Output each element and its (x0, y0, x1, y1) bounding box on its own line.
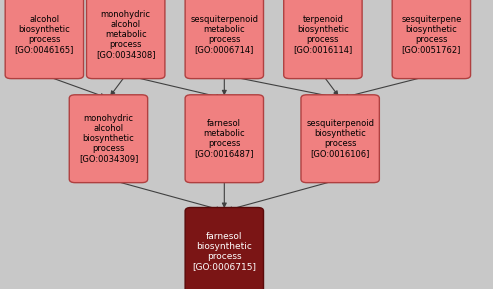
Text: farnesol
metabolic
process
[GO:0016487]: farnesol metabolic process [GO:0016487] (195, 119, 254, 158)
FancyBboxPatch shape (185, 0, 263, 79)
Text: sesquiterpene
biosynthetic
process
[GO:0051762]: sesquiterpene biosynthetic process [GO:0… (401, 15, 461, 54)
FancyBboxPatch shape (185, 95, 263, 183)
Text: terpenoid
biosynthetic
process
[GO:0016114]: terpenoid biosynthetic process [GO:00161… (293, 15, 352, 54)
FancyBboxPatch shape (69, 95, 148, 183)
FancyBboxPatch shape (185, 208, 263, 289)
Text: sesquiterpenoid
biosynthetic
process
[GO:0016106]: sesquiterpenoid biosynthetic process [GO… (306, 119, 374, 158)
FancyBboxPatch shape (284, 0, 362, 79)
Text: monohydric
alcohol
biosynthetic
process
[GO:0034309]: monohydric alcohol biosynthetic process … (79, 114, 138, 163)
FancyBboxPatch shape (5, 0, 83, 79)
FancyBboxPatch shape (392, 0, 470, 79)
Text: alcohol
biosynthetic
process
[GO:0046165]: alcohol biosynthetic process [GO:0046165… (15, 15, 74, 54)
FancyBboxPatch shape (86, 0, 165, 79)
Text: sesquiterpenoid
metabolic
process
[GO:0006714]: sesquiterpenoid metabolic process [GO:00… (190, 15, 258, 54)
Text: farnesol
biosynthetic
process
[GO:0006715]: farnesol biosynthetic process [GO:000671… (192, 232, 256, 271)
FancyBboxPatch shape (301, 95, 380, 183)
Text: monohydric
alcohol
metabolic
process
[GO:0034308]: monohydric alcohol metabolic process [GO… (96, 10, 155, 59)
